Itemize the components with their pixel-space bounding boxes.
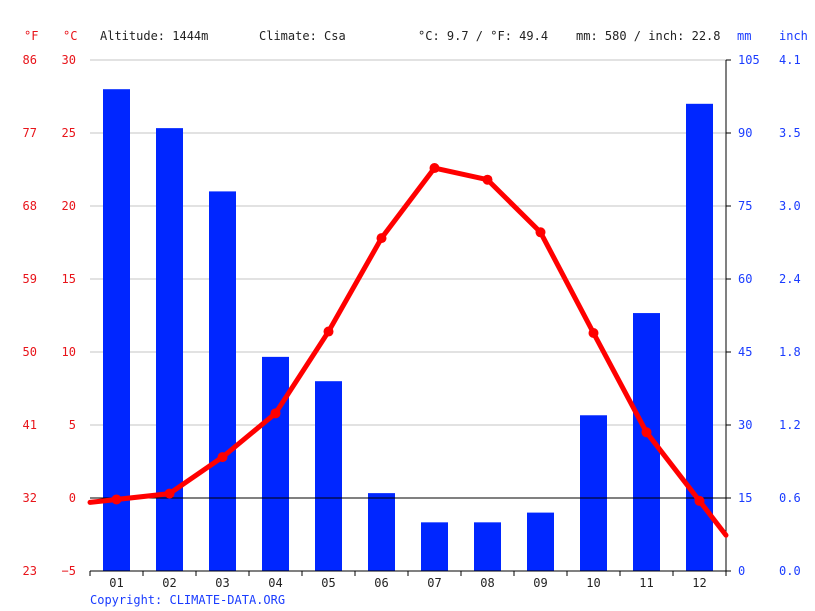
fahrenheit-tick-label: 23 [23, 564, 37, 578]
fahrenheit-tick-label: 68 [23, 199, 37, 213]
fahrenheit-tick-label: 32 [23, 491, 37, 505]
celsius-tick-label: 10 [62, 345, 76, 359]
precipitation-bar [368, 493, 395, 571]
month-tick-label: 09 [533, 576, 547, 590]
month-tick-label: 07 [427, 576, 441, 590]
mm-tick-label: 75 [738, 199, 752, 213]
month-tick-label: 05 [321, 576, 335, 590]
inch-tick-label: 2.4 [779, 272, 801, 286]
celsius-tick-label: 5 [69, 418, 76, 432]
precipitation-bar [421, 522, 448, 571]
temperature-point [376, 233, 387, 244]
precipitation-bar [262, 356, 289, 571]
precipitation-bar [474, 522, 501, 571]
celsius-tick-label: 15 [62, 272, 76, 286]
month-tick-label: 10 [586, 576, 600, 590]
month-tick-label: 01 [109, 576, 123, 590]
temperature-point [482, 174, 493, 185]
precipitation-bars [103, 89, 713, 572]
precipitation-bar [209, 191, 236, 571]
temperature-point [111, 494, 122, 505]
month-tick-label: 12 [692, 576, 706, 590]
climate-label: Climate: Csa [259, 29, 346, 43]
mm-tick-label: 0 [738, 564, 745, 578]
fahrenheit-tick-label: 59 [23, 272, 37, 286]
month-tick-label: 04 [268, 576, 282, 590]
temperature-point [323, 326, 334, 337]
month-tick-label: 02 [162, 576, 176, 590]
fahrenheit-tick-label: 86 [23, 53, 37, 67]
temperature-line [87, 163, 729, 538]
inch-tick-label: 3.0 [779, 199, 801, 213]
precipitation-bar [156, 128, 183, 571]
mm-tick-label: 60 [738, 272, 752, 286]
copyright-text: Copyright: CLIMATE-DATA.ORG [90, 593, 285, 607]
precipitation-bar [103, 89, 130, 571]
celsius-tick-label: −5 [62, 564, 76, 578]
precipitation-bar [527, 512, 554, 571]
inch-tick-label: 0.6 [779, 491, 801, 505]
celsius-tick-label: 20 [62, 199, 76, 213]
celsius-tick-label: 30 [62, 53, 76, 67]
unit-inch-label: inch [779, 29, 808, 43]
temperature-point [164, 488, 175, 499]
temperature-point [694, 495, 705, 506]
axes [89, 59, 731, 576]
unit-celsius-label: °C [63, 29, 77, 43]
temperature-point [588, 328, 599, 339]
mm-tick-label: 105 [738, 53, 760, 67]
month-tick-label: 11 [639, 576, 653, 590]
fahrenheit-tick-label: 77 [23, 126, 37, 140]
temperature-point [641, 427, 652, 438]
month-tick-label: 08 [480, 576, 494, 590]
mm-tick-label: 90 [738, 126, 752, 140]
month-tick-label: 06 [374, 576, 388, 590]
mm-tick-label: 45 [738, 345, 752, 359]
unit-fahrenheit-label: °F [24, 29, 38, 43]
altitude-label: Altitude: 1444m [100, 29, 208, 43]
inch-tick-label: 3.5 [779, 126, 801, 140]
celsius-tick-label: 0 [69, 491, 76, 505]
celsius-tick-label: 25 [62, 126, 76, 140]
precipitation-bar [580, 415, 607, 571]
inch-tick-label: 1.2 [779, 418, 801, 432]
month-tick-label: 03 [215, 576, 229, 590]
inch-tick-label: 1.8 [779, 345, 801, 359]
temperature-average-label: °C: 9.7 / °F: 49.4 [418, 29, 548, 43]
mm-tick-label: 30 [738, 418, 752, 432]
temperature-series-line [87, 165, 729, 538]
tick-labels: 86 30 105 4.177 25 90 3.568 20 75 3.059 15 60 2.450 1… [23, 53, 801, 590]
fahrenheit-tick-label: 50 [23, 345, 37, 359]
precipitation-total-label: mm: 580 / inch: 22.8 [576, 29, 721, 43]
temperature-point [535, 227, 546, 238]
temperature-point [270, 408, 281, 419]
inch-tick-label: 4.1 [779, 53, 801, 67]
fahrenheit-tick-label: 41 [23, 418, 37, 432]
unit-mm-label: mm [737, 29, 751, 43]
mm-tick-label: 15 [738, 491, 752, 505]
grid-lines [90, 59, 726, 499]
temperature-point [217, 452, 228, 463]
inch-tick-label: 0.0 [779, 564, 801, 578]
temperature-point [429, 163, 440, 174]
precipitation-bar [315, 381, 342, 571]
